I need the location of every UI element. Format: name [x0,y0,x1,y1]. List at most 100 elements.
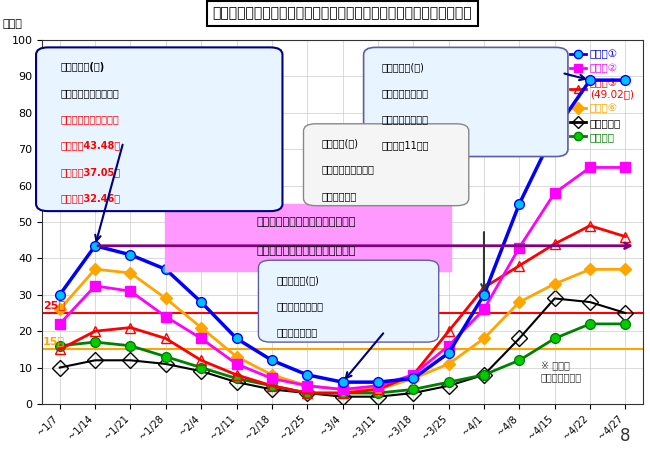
Text: ４月２５日(日): ４月２５日(日) [382,62,424,72]
Text: 15人: 15人 [43,336,65,347]
滋賀県⑫ [56,343,64,348]
大阪府① [162,267,170,272]
Text: 兵庫県：32.46人: 兵庫県：32.46人 [60,193,120,203]
和歌山県⑪ [268,387,276,392]
大阪府① [197,299,205,305]
和歌山県⑪ [374,394,382,399]
Text: 大阪・兵庫・京都: 大阪・兵庫・京都 [382,88,428,98]
京都府⑥ [551,281,558,286]
Text: 大阪・兵庫のまん延: 大阪・兵庫のまん延 [322,164,374,175]
京都府⑥ [621,267,629,272]
大阪府① [268,357,276,363]
滋賀県⑫ [410,387,417,392]
Text: ※ 丸数字
　：全国の順位: ※ 丸数字 ：全国の順位 [541,361,582,382]
Text: 緊急事態宣言の発出時: 緊急事態宣言の発出時 [60,114,119,124]
滋賀県⑫ [515,357,523,363]
京都府⑥ [339,387,346,392]
大阪府① [91,243,99,248]
FancyBboxPatch shape [259,260,439,342]
和歌山県⑪ [339,394,346,399]
大阪府① [127,252,135,257]
Y-axis label: （人）: （人） [2,19,22,29]
滋賀県⑫ [480,372,488,378]
兵庫県② [339,387,346,392]
滋賀県⑫ [445,379,452,385]
Text: （～５月11日）: （～５月11日） [382,141,429,150]
和歌山県⑪ [304,390,311,396]
奈良県③ [586,223,594,229]
滋賀県⑫ [197,365,205,370]
大阪府① [480,292,488,298]
大阪府① [304,372,311,378]
Text: 大阪府：43.48人: 大阪府：43.48人 [60,141,120,150]
兵庫県② [410,372,417,378]
和歌山県⑪ [162,361,170,367]
大阪府① [445,350,452,356]
Text: 京都府：37.05人: 京都府：37.05人 [60,167,120,177]
滋賀県⑫ [162,354,170,359]
Line: 和歌山県⑪: 和歌山県⑪ [54,293,631,402]
大阪府① [339,379,346,385]
京都府⑥ [91,266,99,272]
FancyBboxPatch shape [304,124,469,206]
大阪府① [410,376,417,381]
Text: 大阪の数値を超えた数値＝奈良県: 大阪の数値を超えた数値＝奈良県 [257,246,356,255]
和歌山県⑪ [233,379,240,385]
Legend: 大阪府①, 兵庫県②, 奈良県③
(49.02人), 京都府⑥, 和歌山県⑪, 滋賀県⑫: 大阪府①, 兵庫県②, 奈良県③ (49.02人), 京都府⑥, 和歌山県⑪, … [566,45,638,146]
Text: 防止適用開始: 防止適用開始 [322,191,357,201]
奈良県③ [551,241,558,247]
京都府⑥ [233,354,240,359]
京都府⑥ [586,267,594,272]
奈良県③ [374,387,382,392]
京都府⑥ [162,296,170,301]
京都府⑥ [515,299,523,305]
Text: ４月５日(月): ４月５日(月) [322,138,359,148]
滋賀県⑫ [586,321,594,326]
兵庫県② [162,314,170,319]
奈良県③ [339,390,346,396]
京都府⑥ [410,376,417,381]
和歌山県⑪ [480,372,488,378]
滋賀県⑫ [374,390,382,396]
京都府⑥ [445,361,452,367]
大阪府① [586,77,594,83]
大阪府① [56,292,64,298]
奈良県③ [621,234,629,239]
Text: 大阪・兵庫・京都への: 大阪・兵庫・京都への [60,88,119,98]
和歌山県⑪ [197,369,205,374]
兵庫県② [480,307,488,312]
大阪府① [374,379,382,385]
奈良県③ [56,347,64,352]
兵庫県② [304,383,311,388]
Text: 大阪・兵庫・京都: 大阪・兵庫・京都 [276,301,324,311]
京都府⑥ [480,336,488,341]
京都府⑥ [197,325,205,330]
大阪府① [551,128,558,134]
和歌山県⑪ [586,299,594,305]
奈良県③ [268,383,276,388]
京都府⑥ [304,383,311,388]
兵庫県② [445,343,452,348]
Text: ２月２８日(日): ２月２８日(日) [276,275,319,285]
兵庫県② [515,245,523,250]
兵庫県② [551,190,558,196]
大阪府① [233,336,240,341]
滋賀県⑫ [304,390,311,396]
兵庫県② [197,336,205,341]
奈良県③ [91,329,99,334]
Text: 今年１月の緊急事態宣言発出時の: 今年１月の緊急事態宣言発出時の [257,216,356,227]
兵庫県② [233,361,240,367]
和歌山県⑪ [56,365,64,370]
FancyBboxPatch shape [36,48,283,211]
Text: 8: 8 [620,427,630,445]
滋賀県⑫ [268,383,276,388]
大阪府① [515,201,523,207]
奈良県③ [127,325,135,330]
奈良県③ [410,372,417,378]
和歌山県⑪ [551,296,558,301]
Text: 25人: 25人 [43,300,65,310]
兵庫県② [586,165,594,170]
奈良県③ [197,357,205,363]
大阪府① [621,77,629,83]
奈良県③ [445,329,452,334]
